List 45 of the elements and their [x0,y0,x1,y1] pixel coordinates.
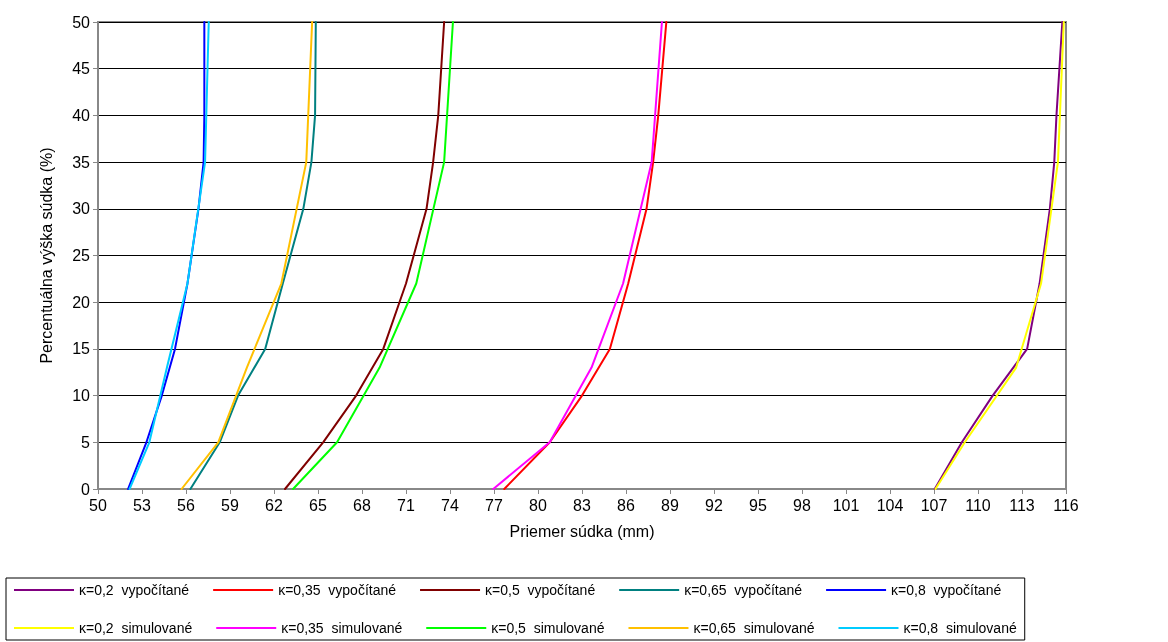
legend-label: κ=0,35 simulované [281,620,403,636]
y-tick-label: 50 [72,13,91,31]
legend-label: κ=0,5 simulované [491,620,605,636]
x-axis-title: Priemer súdka (mm) [509,522,655,540]
y-tick-label: 20 [72,293,91,311]
x-tick-label: 101 [832,496,860,514]
legend-label: κ=0,8 simulované [903,620,1017,636]
x-tick-label: 80 [529,496,547,514]
x-tick-label: 116 [1053,496,1079,514]
x-tick-label: 86 [617,496,635,514]
x-tick-label: 71 [397,496,415,514]
y-tick-label: 30 [72,200,91,218]
x-tick-label: 56 [177,496,195,514]
x-tick-label: 107 [920,496,948,514]
x-tick-label: 104 [876,496,904,514]
x-tick-label: 92 [705,496,723,514]
x-tick-label: 95 [749,496,767,514]
x-tick-label: 59 [221,496,239,514]
y-tick-label: 45 [72,60,91,78]
y-tick-label: 40 [72,106,91,124]
legend-label: κ=0,2 simulované [79,620,193,636]
x-tick-label: 83 [573,496,591,514]
legend-label: κ=0,2 vypočítané [79,582,190,598]
y-tick-label: 25 [72,247,91,264]
legend-label: κ=0,8 vypočítané [891,582,1002,598]
x-tick-label: 65 [309,496,327,514]
x-tick-label: 62 [265,496,283,514]
x-tick-label: 113 [1009,496,1035,514]
x-tick-label: 110 [965,496,991,514]
x-tick-label: 53 [133,496,151,514]
x-tick-label: 98 [793,496,811,514]
legend-label: κ=0,5 vypočítané [485,582,596,598]
legend-label: κ=0,35 vypočítané [278,582,397,598]
x-tick-label: 74 [441,496,459,514]
x-tick-label: 89 [661,496,679,514]
y-tick-label: 35 [72,153,91,171]
x-tick-label: 68 [353,496,371,514]
legend-label: κ=0,65 simulované [693,620,815,636]
legend-label: κ=0,65 vypočítané [684,582,803,598]
y-tick-label: 10 [72,387,91,405]
y-tick-label: 15 [72,340,91,358]
y-axis-title: Percentuálna výška súdka (%) [37,147,55,364]
x-tick-label: 77 [485,496,503,514]
y-tick-label: 0 [81,480,91,498]
y-tick-label: 5 [81,433,91,451]
